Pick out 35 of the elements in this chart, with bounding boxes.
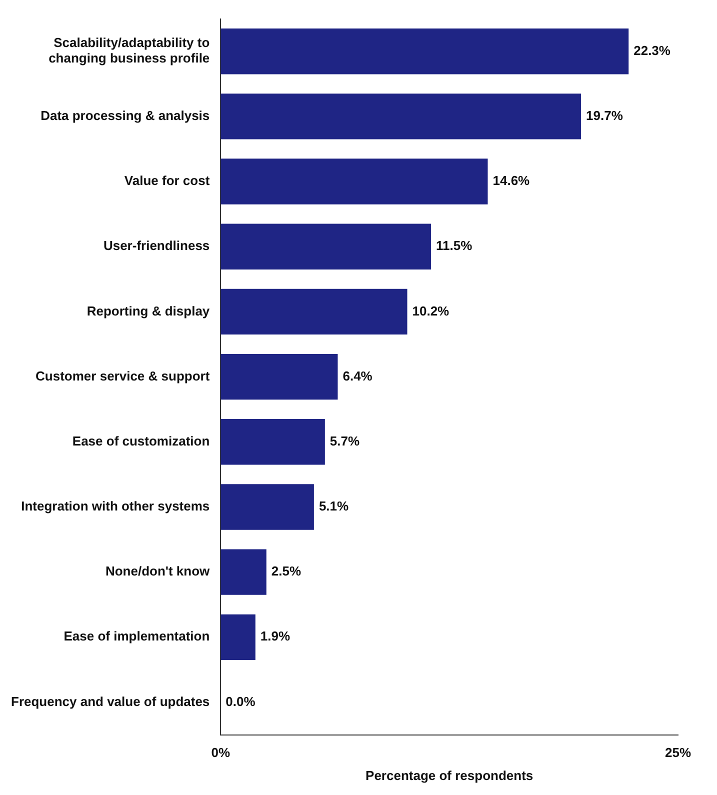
y-tick-label: Frequency and value of updates — [11, 694, 210, 709]
y-tick-label: Ease of implementation — [64, 628, 210, 644]
y-tick-label: Customer service & support — [36, 368, 210, 384]
data-label: 5.1% — [318, 498, 350, 514]
x-tick-label: 0% — [211, 745, 230, 760]
y-tick-label: Value for cost — [124, 173, 210, 188]
data-label: 1.9% — [260, 628, 290, 644]
x-tick-label: 25% — [664, 745, 692, 760]
y-tick-label: Data processing & analysis — [40, 108, 210, 124]
data-label: 0.0% — [226, 694, 256, 709]
bar — [220, 549, 266, 595]
data-label: 2.5% — [271, 564, 302, 579]
x-axis-title: Percentage of respondents — [366, 768, 534, 783]
data-label: 22.3% — [634, 42, 671, 58]
data-label: 19.7% — [586, 108, 624, 124]
data-label: 5.7% — [330, 433, 360, 448]
data-label: 14.6% — [492, 173, 530, 188]
y-tick-label: None/don't know — [105, 564, 211, 579]
y-tick-label: User-friendliness — [103, 238, 210, 254]
bar — [220, 28, 629, 74]
data-label: 6.4% — [342, 368, 373, 384]
bar — [220, 158, 488, 204]
bar — [220, 94, 582, 140]
bar — [220, 224, 432, 270]
bar — [220, 288, 408, 335]
y-tick-label: Scalability/adaptability to changing business profile — [48, 35, 210, 66]
bar — [220, 614, 256, 660]
y-tick-label: Ease of customization — [72, 433, 210, 448]
bar — [220, 354, 338, 400]
bar — [220, 419, 325, 465]
y-tick-label: Reporting & display — [86, 303, 210, 318]
bar — [220, 484, 314, 530]
y-tick-label: Integration with other systems — [21, 498, 210, 514]
data-label: 11.5% — [436, 238, 473, 254]
data-label: 10.2% — [412, 303, 450, 318]
